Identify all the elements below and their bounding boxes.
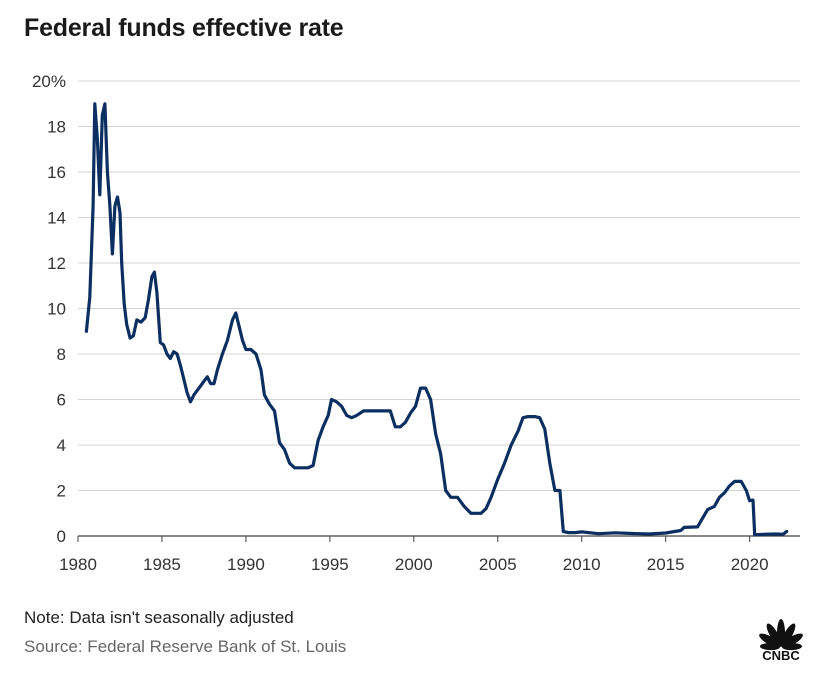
y-tick-label: 8 [57, 345, 66, 364]
x-tick-label: 1990 [227, 555, 265, 574]
y-tick-label: 10 [47, 300, 66, 319]
chart-source: Source: Federal Reserve Bank of St. Loui… [24, 637, 347, 656]
y-tick-label: 18 [47, 118, 66, 137]
x-tick-label: 1985 [143, 555, 181, 574]
x-tick-label: 2015 [647, 555, 685, 574]
y-tick-label: 14 [47, 209, 66, 228]
series-line [84, 102, 789, 537]
logo-text: CNBC [762, 648, 800, 662]
x-tick-label: 1995 [311, 555, 349, 574]
x-tick-label: 2020 [731, 555, 769, 574]
y-tick-label: 6 [57, 391, 66, 410]
series-layer [84, 102, 789, 537]
y-tick-label: 12 [47, 254, 66, 273]
y-tick-label: 0 [57, 527, 66, 546]
y-tick-label: 20% [32, 72, 66, 91]
y-tick-label: 2 [57, 482, 66, 501]
grid-lines [78, 80, 800, 491]
x-tick-label: 1980 [59, 555, 97, 574]
cnbc-logo: CNBC [759, 619, 803, 662]
chart-title: Federal funds effective rate [24, 14, 344, 42]
y-axis-ticks: 0 2 4 6 8 10 12 14 16 18 20% [32, 72, 66, 546]
y-tick-label: 4 [57, 436, 66, 455]
x-tick-label: 2005 [479, 555, 517, 574]
chart-note: Note: Data isn't seasonally adjusted [24, 608, 294, 627]
x-axis-ticks: 1980 1985 1990 1995 2000 2005 2010 2015 2020 [59, 536, 769, 574]
chart-area: 0 2 4 6 8 10 12 14 16 18 20% 1980 1985 1990 1995 2000 2… [32, 72, 800, 574]
x-tick-label: 2010 [563, 555, 601, 574]
peacock-icon [759, 619, 803, 651]
y-tick-label: 16 [47, 163, 66, 182]
x-tick-label: 2000 [395, 555, 433, 574]
